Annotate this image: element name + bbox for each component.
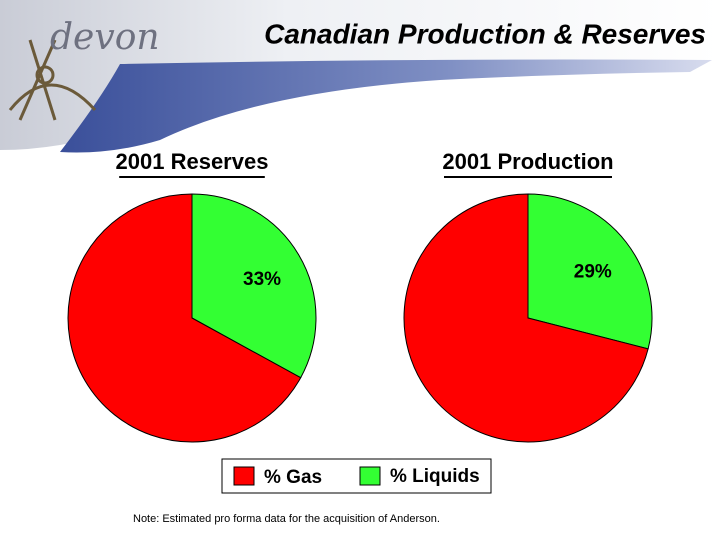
legend-box (221, 458, 492, 494)
legend-swatch (359, 466, 381, 486)
pie-slice (67, 193, 302, 443)
header: devon Canadian Production & Reserves (0, 0, 720, 153)
slide-title: Canadian Production & Reserves (264, 18, 706, 49)
pie-slice (527, 193, 653, 350)
header-bg (0, 0, 720, 150)
sextant-icon (8, 39, 97, 121)
legend-label: % Gas (264, 467, 322, 488)
chart-title: 2001 Production (442, 149, 613, 174)
legend: % Gas % Liquids (221, 458, 492, 494)
chart-title: 2001 Reserves (116, 149, 269, 174)
legend-label: % Liquids (390, 466, 480, 487)
value-label: 29% (574, 261, 612, 282)
note: Note: Estimated pro forma data for the a… (133, 513, 440, 525)
legend-swatch (233, 466, 255, 486)
charts: 2001 Reserves 33% 2001 Production 29% (67, 149, 653, 443)
logo: devon (50, 17, 160, 58)
pie-slice (191, 193, 317, 379)
value-label: 33% (243, 269, 281, 290)
pie-slice (403, 193, 649, 443)
header-swoosh (60, 59, 712, 153)
